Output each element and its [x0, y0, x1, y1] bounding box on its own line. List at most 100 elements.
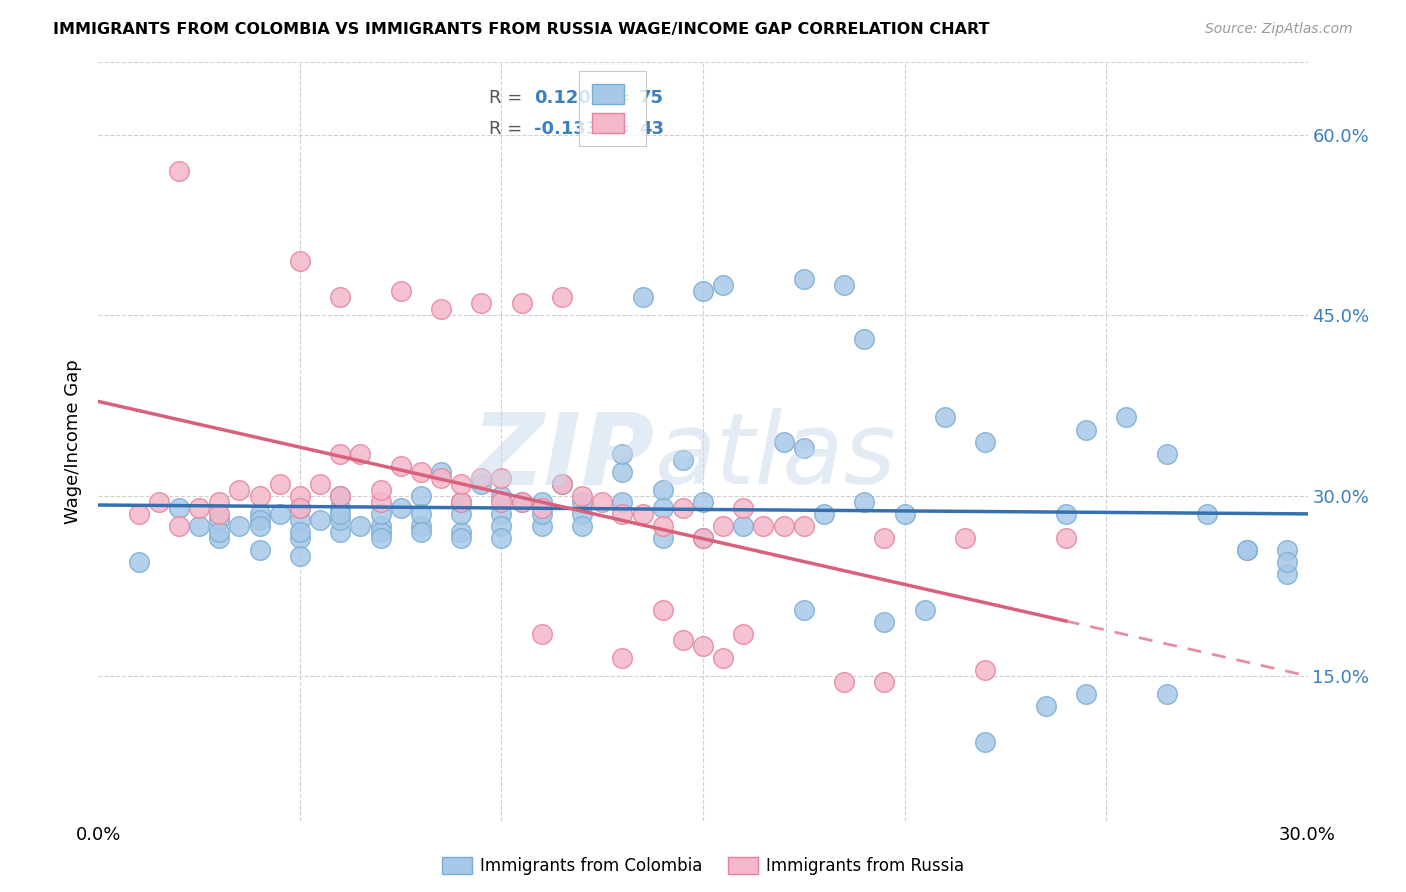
- Point: [470, 476, 492, 491]
- Point: [249, 489, 271, 503]
- Text: Source: ZipAtlas.com: Source: ZipAtlas.com: [1205, 22, 1353, 37]
- Point: [853, 332, 876, 346]
- Point: [329, 507, 352, 521]
- Text: IMMIGRANTS FROM COLOMBIA VS IMMIGRANTS FROM RUSSIA WAGE/INCOME GAP CORRELATION C: IMMIGRANTS FROM COLOMBIA VS IMMIGRANTS F…: [53, 22, 990, 37]
- Point: [329, 290, 352, 304]
- Point: [491, 531, 513, 545]
- Point: [208, 507, 231, 521]
- Point: [733, 500, 755, 515]
- Text: R =: R =: [489, 120, 534, 138]
- Point: [249, 507, 271, 521]
- Point: [249, 542, 271, 557]
- Point: [733, 627, 755, 641]
- Point: [692, 531, 714, 545]
- Point: [128, 555, 150, 569]
- Point: [873, 675, 896, 690]
- Point: [893, 507, 915, 521]
- Point: [651, 500, 673, 515]
- Point: [370, 531, 392, 545]
- Point: [934, 410, 956, 425]
- Point: [430, 302, 453, 317]
- Point: [128, 507, 150, 521]
- Point: [530, 507, 553, 521]
- Point: [208, 513, 231, 527]
- Point: [370, 507, 392, 521]
- Point: [772, 434, 794, 449]
- Point: [672, 452, 695, 467]
- Point: [793, 441, 815, 455]
- Point: [450, 507, 472, 521]
- Point: [752, 518, 775, 533]
- Point: [1277, 566, 1299, 581]
- Point: [631, 290, 654, 304]
- Point: [329, 500, 352, 515]
- Point: [370, 518, 392, 533]
- Point: [450, 494, 472, 508]
- Point: [571, 507, 593, 521]
- Point: [612, 446, 634, 460]
- Point: [409, 524, 432, 539]
- Point: [329, 446, 352, 460]
- Point: [208, 524, 231, 539]
- Point: [389, 284, 412, 298]
- Point: [813, 507, 835, 521]
- Text: -0.133: -0.133: [534, 120, 598, 138]
- Point: [409, 507, 432, 521]
- Point: [571, 489, 593, 503]
- Point: [551, 476, 574, 491]
- Point: [711, 518, 734, 533]
- Point: [510, 494, 533, 508]
- Point: [188, 518, 211, 533]
- Point: [249, 518, 271, 533]
- Point: [974, 663, 997, 677]
- Point: [1236, 542, 1258, 557]
- Point: [228, 518, 250, 533]
- Point: [510, 494, 533, 508]
- Point: [711, 651, 734, 665]
- Point: [832, 278, 855, 293]
- Point: [370, 494, 392, 508]
- Point: [530, 627, 553, 641]
- Point: [349, 446, 371, 460]
- Point: [349, 518, 371, 533]
- Point: [612, 507, 634, 521]
- Point: [409, 465, 432, 479]
- Point: [551, 290, 574, 304]
- Point: [631, 507, 654, 521]
- Point: [167, 163, 190, 178]
- Point: [651, 483, 673, 497]
- Point: [551, 476, 574, 491]
- Point: [430, 470, 453, 484]
- Text: atlas: atlas: [655, 409, 896, 505]
- Point: [389, 500, 412, 515]
- Point: [1074, 423, 1097, 437]
- Point: [692, 494, 714, 508]
- Point: [793, 272, 815, 286]
- Point: [1277, 542, 1299, 557]
- Point: [873, 615, 896, 629]
- Point: [370, 483, 392, 497]
- Point: [409, 489, 432, 503]
- Point: [188, 500, 211, 515]
- Y-axis label: Wage/Income Gap: Wage/Income Gap: [65, 359, 83, 524]
- Point: [491, 507, 513, 521]
- Point: [389, 458, 412, 473]
- Point: [711, 278, 734, 293]
- Point: [571, 494, 593, 508]
- Point: [249, 513, 271, 527]
- Point: [692, 531, 714, 545]
- Point: [1236, 542, 1258, 557]
- Point: [853, 494, 876, 508]
- Point: [470, 296, 492, 310]
- Point: [329, 524, 352, 539]
- Point: [430, 465, 453, 479]
- Point: [491, 470, 513, 484]
- Text: R =: R =: [489, 89, 534, 107]
- Point: [772, 518, 794, 533]
- Point: [672, 633, 695, 648]
- Point: [329, 513, 352, 527]
- Text: N =: N =: [596, 120, 637, 138]
- Point: [832, 675, 855, 690]
- Point: [1277, 555, 1299, 569]
- Point: [530, 494, 553, 508]
